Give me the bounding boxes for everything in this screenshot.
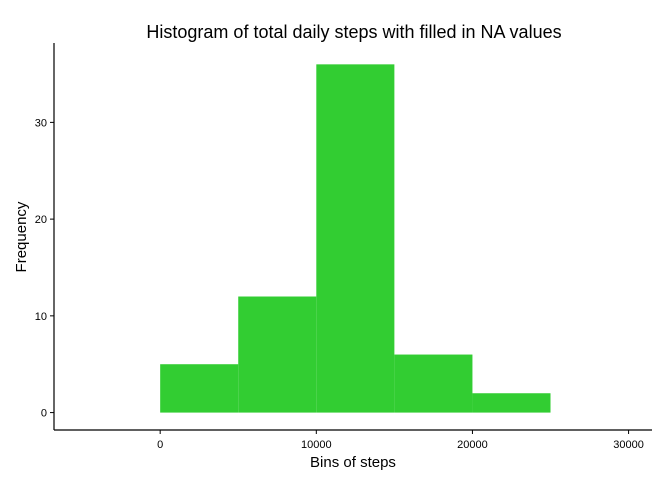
y-tick-label-3: 30 (35, 117, 47, 129)
x-ticks-group: 0 10000 20000 30000 (157, 430, 644, 451)
x-axis-label: Bins of steps (310, 454, 396, 471)
x-tick-label-2: 20000 (457, 439, 488, 451)
chart-title: Histogram of total daily steps with fill… (146, 22, 561, 42)
x-tick-label-0: 0 (157, 439, 163, 451)
y-tick-label-1: 10 (35, 311, 47, 323)
y-tick-label-0: 0 (41, 408, 47, 420)
bars-group (160, 64, 551, 413)
histogram-bar-2 (316, 64, 395, 413)
histogram-bar-1 (238, 296, 317, 413)
y-ticks-group: 0 10 20 30 (35, 117, 54, 420)
x-tick-label-1: 10000 (301, 439, 332, 451)
x-tick-label-3: 30000 (613, 439, 644, 451)
histogram-bar-3 (394, 354, 473, 413)
histogram-bar-0 (160, 364, 239, 413)
y-tick-label-2: 20 (35, 214, 47, 226)
histogram-bar-4 (472, 393, 551, 413)
y-axis-label: Frequency (13, 201, 30, 272)
